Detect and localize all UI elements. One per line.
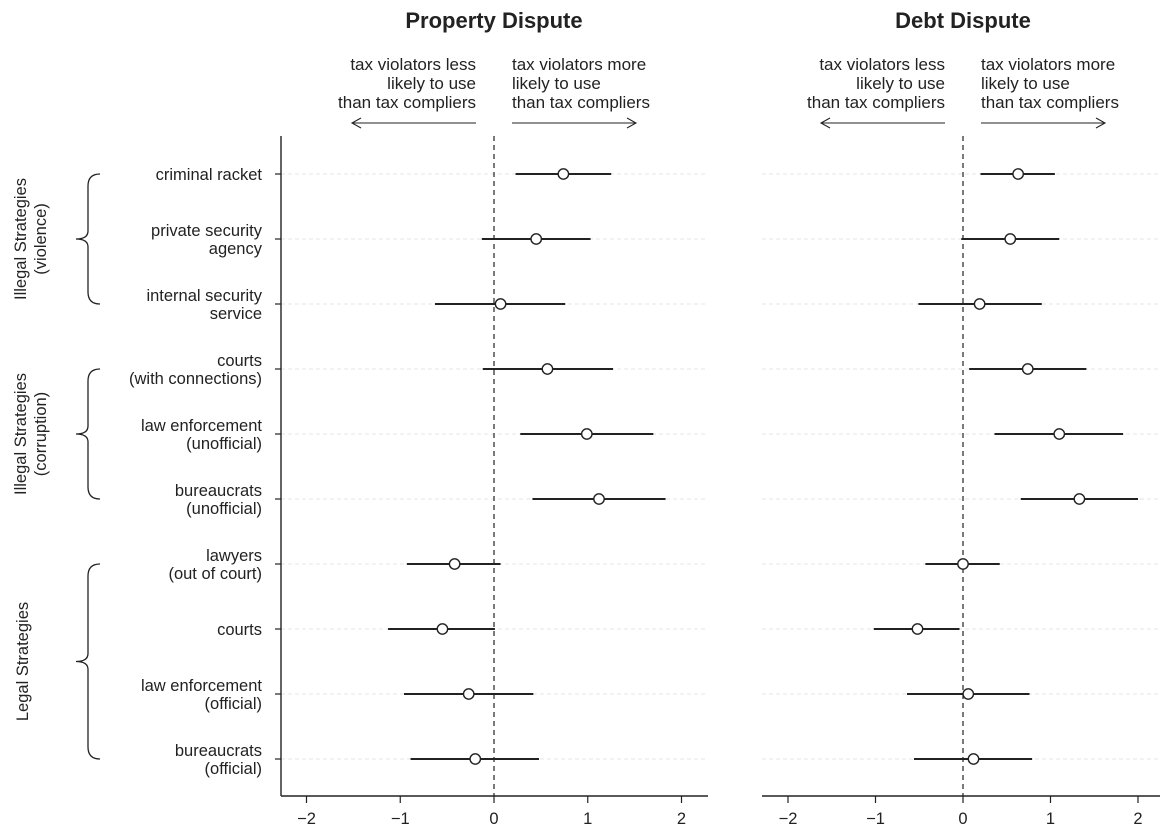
annotation-left-arrowhead (819, 117, 831, 129)
group-label: (violence) (32, 203, 50, 275)
point-estimate (530, 233, 543, 245)
x-tick-label: 2 (1133, 810, 1142, 828)
point-estimate (469, 753, 482, 765)
row-label: courts (217, 352, 262, 370)
annotation-left-text: tax violators less (819, 55, 945, 74)
row-label: law enforcement (141, 677, 262, 695)
x-tick-label: −2 (297, 810, 316, 828)
point-estimate (1004, 233, 1017, 245)
point-estimate (911, 623, 924, 635)
point-estimate (967, 753, 980, 765)
annotation-left-text: than tax compliers (807, 93, 945, 112)
row-label: agency (209, 240, 263, 258)
row-label: bureaucrats (175, 482, 262, 500)
row-label: courts (217, 621, 262, 639)
x-tick-label: 1 (1046, 810, 1055, 828)
annotation-right-text: tax violators more (512, 55, 646, 74)
row-label: service (210, 305, 262, 323)
annotation-right-text: tax violators more (981, 55, 1115, 74)
row-label: (official) (205, 695, 262, 713)
point-estimate (580, 428, 593, 440)
row-label: bureaucrats (175, 742, 262, 760)
row-label: law enforcement (141, 417, 262, 435)
row-label: internal security (146, 287, 262, 305)
x-tick-label: 0 (489, 810, 498, 828)
x-tick-label: 1 (583, 810, 592, 828)
panel-title: Property Dispute (405, 8, 582, 33)
point-estimate (557, 168, 570, 180)
point-estimate (973, 298, 986, 310)
point-estimate (1012, 168, 1025, 180)
row-label: (with connections) (129, 370, 262, 388)
x-tick-label: −1 (866, 810, 885, 828)
annotation-right-text: than tax compliers (981, 93, 1119, 112)
group-label: Legal Strategies (14, 602, 32, 721)
x-tick-label: 2 (677, 810, 686, 828)
group-label: (corruption) (32, 392, 50, 476)
point-estimate (1073, 493, 1086, 505)
point-estimate (494, 298, 507, 310)
row-label: (official) (205, 760, 262, 778)
group-brace (75, 173, 101, 305)
row-label: private security (151, 222, 263, 240)
point-estimate (1053, 428, 1066, 440)
row-label: (unofficial) (186, 500, 262, 518)
row-label: criminal racket (156, 166, 263, 184)
group-label: Illegal Strategies (12, 178, 30, 300)
annotation-left-arrowhead (350, 117, 362, 129)
point-estimate (957, 558, 969, 570)
point-estimate (541, 363, 554, 375)
point-estimate (448, 558, 461, 570)
panel-title: Debt Dispute (895, 8, 1031, 33)
x-tick-label: 0 (958, 810, 967, 828)
annotation-left-text: likely to use (856, 74, 945, 93)
x-tick-label: −2 (779, 810, 798, 828)
point-estimate (593, 493, 605, 505)
annotation-left-text: tax violators less (350, 55, 476, 74)
point-estimate (962, 688, 975, 700)
annotation-right-arrowhead (1095, 117, 1107, 129)
x-tick-label: −1 (391, 810, 410, 828)
point-estimate (462, 688, 475, 700)
group-brace (75, 563, 101, 760)
annotation-right-arrowhead (626, 117, 638, 129)
group-brace (75, 368, 101, 500)
annotation-left-text: than tax compliers (338, 93, 476, 112)
row-label: (unofficial) (186, 435, 262, 453)
group-label: Illegal Strategies (12, 373, 30, 495)
row-label: lawyers (206, 547, 262, 565)
annotation-right-text: likely to use (512, 74, 601, 93)
annotation-right-text: likely to use (981, 74, 1070, 93)
annotation-right-text: than tax compliers (512, 93, 650, 112)
point-estimate (436, 623, 449, 635)
point-estimate (1021, 363, 1034, 375)
annotation-left-text: likely to use (387, 74, 476, 93)
row-label: (out of court) (168, 565, 262, 583)
